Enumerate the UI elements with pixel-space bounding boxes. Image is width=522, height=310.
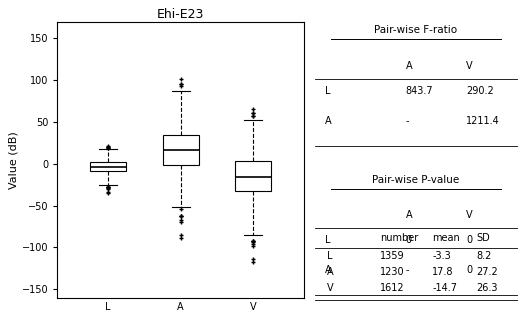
Text: Pair-wise P-value: Pair-wise P-value xyxy=(372,175,459,184)
Text: 8.2: 8.2 xyxy=(477,251,492,261)
Text: 1359: 1359 xyxy=(379,251,404,261)
Text: -: - xyxy=(406,116,409,126)
Text: L: L xyxy=(325,86,331,96)
Text: L: L xyxy=(327,251,333,261)
Text: A: A xyxy=(406,210,412,220)
Text: 1211.4: 1211.4 xyxy=(466,116,500,126)
Text: -3.3: -3.3 xyxy=(432,251,451,261)
Text: 0: 0 xyxy=(466,235,472,245)
Text: 290.2: 290.2 xyxy=(466,86,494,96)
Text: -14.7: -14.7 xyxy=(432,283,457,294)
Text: 0: 0 xyxy=(406,235,412,245)
Text: Pair-wise F-ratio: Pair-wise F-ratio xyxy=(374,25,457,35)
Text: 17.8: 17.8 xyxy=(432,267,454,277)
Title: Ehi-E23: Ehi-E23 xyxy=(157,7,204,20)
Text: 1612: 1612 xyxy=(379,283,404,294)
Text: A: A xyxy=(325,116,332,126)
Text: mean: mean xyxy=(432,233,460,243)
Text: L: L xyxy=(325,235,331,245)
Text: 1230: 1230 xyxy=(379,267,404,277)
Text: A: A xyxy=(325,265,332,275)
Text: A: A xyxy=(406,61,412,71)
Text: V: V xyxy=(327,283,334,294)
Text: -: - xyxy=(406,265,409,275)
Text: 843.7: 843.7 xyxy=(406,86,433,96)
PathPatch shape xyxy=(235,162,271,191)
Text: number: number xyxy=(379,233,418,243)
PathPatch shape xyxy=(90,162,126,171)
Text: A: A xyxy=(327,267,334,277)
Text: 27.2: 27.2 xyxy=(477,267,498,277)
Text: V: V xyxy=(466,61,473,71)
Y-axis label: Value (dB): Value (dB) xyxy=(9,131,19,188)
Text: 0: 0 xyxy=(466,265,472,275)
Text: 26.3: 26.3 xyxy=(477,283,498,294)
Text: V: V xyxy=(466,210,473,220)
PathPatch shape xyxy=(162,135,199,165)
Text: SD: SD xyxy=(477,233,490,243)
